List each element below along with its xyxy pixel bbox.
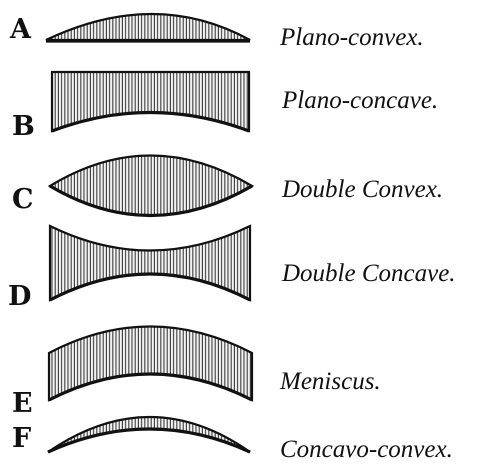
label-letter-e: E [12,388,33,419]
label-letter-f: F [12,423,31,454]
label-meniscus: Meniscus. [279,368,381,395]
lens-f-concavo-convex [47,415,251,454]
label-letter-a: A [9,14,32,45]
lens-a-plano-convex [45,13,251,43]
lens-d-double-concave [48,224,252,302]
lens-c-double-convex [47,154,255,217]
label-plano-convex: Plano-convex. [279,24,424,51]
label-double-convex: Double Convex. [281,176,443,203]
label-letter-c: C [12,184,34,215]
label-double-concave: Double Concave. [281,260,456,287]
label-letter-d: D [8,281,31,312]
lens-b-plano-concave [50,70,251,133]
label-plano-concave: Plano-concave. [281,87,438,114]
label-concavo-convex: Concavo-convex. [280,436,453,463]
label-letter-b: B [12,111,35,142]
lens-e-meniscus [47,325,254,402]
